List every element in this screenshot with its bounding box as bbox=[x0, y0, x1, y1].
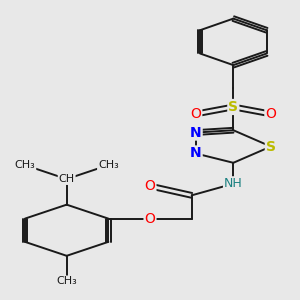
Text: CH: CH bbox=[58, 174, 75, 184]
Text: O: O bbox=[145, 212, 155, 226]
Text: S: S bbox=[228, 100, 238, 114]
Text: O: O bbox=[145, 179, 155, 193]
Text: CH₃: CH₃ bbox=[56, 276, 77, 286]
Text: S: S bbox=[266, 140, 276, 154]
Text: N: N bbox=[190, 126, 202, 140]
Text: O: O bbox=[190, 107, 201, 121]
Text: NH: NH bbox=[224, 177, 243, 190]
Text: O: O bbox=[266, 107, 276, 121]
Text: N: N bbox=[190, 146, 202, 161]
Text: CH₃: CH₃ bbox=[15, 160, 35, 170]
Text: CH₃: CH₃ bbox=[98, 160, 119, 170]
